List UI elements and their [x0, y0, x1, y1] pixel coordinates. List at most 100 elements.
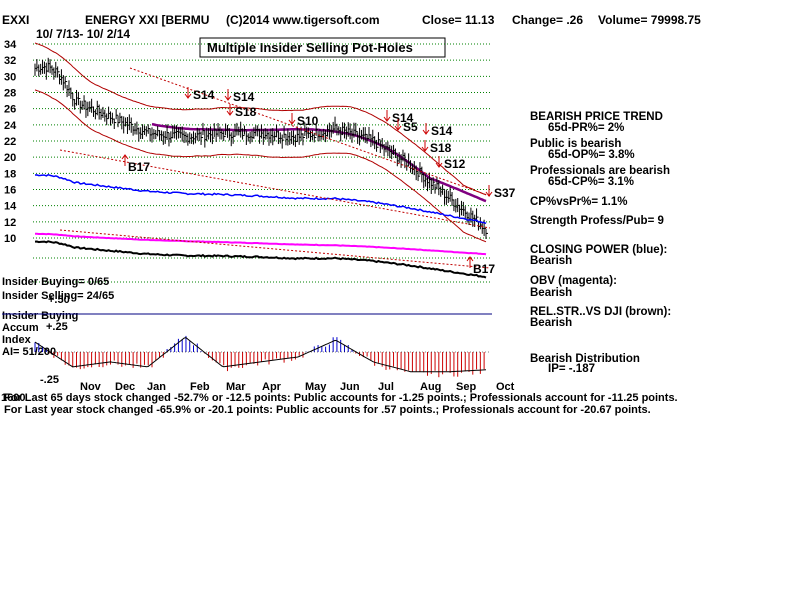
price-axis-labels: 34 32 30 28 26 24 22 20 18 16 14 12 10 [4, 39, 17, 245]
signal-label: S18 [430, 141, 452, 155]
sell-arrow-head [184, 93, 192, 99]
status-line: Bearish [530, 287, 572, 299]
y-tick-label: 28 [4, 88, 16, 100]
y-tick-label: 30 [4, 71, 16, 83]
month-label: Aug [420, 381, 441, 393]
status-line: REL.STR..VS DJI (brown): [530, 306, 671, 318]
sell-arrow-head [288, 119, 296, 125]
upper-band [34, 42, 487, 196]
status-line: Bearish Distribution [530, 353, 640, 365]
obv-line [35, 232, 487, 256]
accumulation-overlay [34, 337, 490, 373]
accumulation-histogram [34, 335, 485, 378]
status-line: Professionals are bearish [530, 165, 670, 177]
chart-title: Multiple Insider Selling Pot-Holes [207, 40, 413, 55]
month-label: Feb [190, 381, 210, 393]
trend-lines [59, 67, 491, 269]
signal-label: S37 [494, 186, 516, 200]
signal-label: S14 [193, 88, 215, 102]
status-line: BEARISH PRICE TREND [530, 111, 663, 123]
sell-arrow-head [383, 116, 391, 122]
volume-value: Volume= 79998.75 [598, 13, 701, 27]
status-line: 65d-PR%= 2% [548, 122, 624, 134]
y-tick-label: 32 [4, 55, 16, 67]
status-line: CLOSING POWER (blue): [530, 244, 667, 256]
insider-selling: Insider Selling= 24/65 [2, 290, 114, 302]
y-tick-label: 12 [4, 217, 16, 229]
accum-top-label: +.50 [48, 294, 70, 306]
y-tick-label: 20 [4, 152, 16, 164]
footer-line-1: For Last 65 days stock changed -52.7% or… [4, 392, 678, 404]
buy-arrow-head [121, 154, 129, 160]
accum-ma [34, 337, 487, 373]
footer-overlap: 1600 [1, 392, 25, 404]
month-label: Apr [262, 381, 282, 393]
sell-arrow-head [435, 162, 443, 168]
price-bands [34, 42, 487, 243]
month-label: Jul [378, 381, 394, 393]
month-label: Nov [80, 381, 102, 393]
y-tick-label: 26 [4, 104, 16, 116]
closing-power [34, 173, 487, 225]
signal-label: B17 [473, 262, 495, 276]
lower-band [34, 89, 487, 243]
obv [35, 232, 487, 256]
month-label: Jan [147, 381, 166, 393]
month-label: Sep [456, 381, 476, 393]
footer-line-2: For Last year stock changed -65.9% or -2… [4, 404, 651, 416]
y-tick-label: 18 [4, 168, 16, 180]
signal-label: S18 [235, 105, 257, 119]
change-value: Change= .26 [512, 13, 583, 27]
signal-label: S14 [233, 90, 255, 104]
ma-line [151, 122, 487, 203]
signal-label: S5 [403, 120, 418, 134]
status-line: 65d-CP%= 3.1% [548, 176, 634, 188]
status-line: 65d-OP%= 3.8% [548, 149, 635, 161]
status-line: IP= -.187 [548, 363, 595, 375]
sell-arrow-head [421, 146, 429, 152]
price-grid [33, 43, 490, 283]
signal-label: S14 [431, 124, 453, 138]
status-line: Bearish [530, 255, 572, 267]
sell-arrow-head [485, 191, 493, 197]
accum-low-label: -.25 [40, 374, 59, 386]
sell-arrow-head [226, 110, 234, 116]
accum-mid-label: +.25 [46, 321, 68, 333]
y-tick-label: 10 [4, 233, 16, 245]
accum-title-2: Accum [2, 322, 39, 334]
title-box [199, 37, 446, 58]
signal-label: S10 [297, 114, 319, 128]
status-line: CP%vsPr%= 1.1% [530, 196, 628, 208]
ticker-label: EXXI [2, 13, 29, 27]
sell-arrow-head [394, 125, 402, 131]
month-label: Mar [226, 381, 246, 393]
rel-str [34, 240, 487, 279]
sell-arrow-head [422, 129, 430, 135]
company-name: ENERGY XXI [BERMU [85, 13, 209, 27]
price-bars [34, 57, 488, 239]
ai-value: AI= 51/200 [2, 346, 56, 358]
y-tick-label: 34 [4, 39, 17, 51]
close-value: Close= 11.13 [422, 13, 495, 27]
insider-buying: Insider Buying= 0/65 [2, 276, 109, 288]
month-label: May [305, 381, 327, 393]
status-line: OBV (magenta): [530, 275, 617, 287]
trend-line [59, 149, 491, 229]
signal-label: S14 [392, 111, 414, 125]
signal-label: S12 [444, 157, 466, 171]
moving-average [151, 122, 487, 203]
y-tick-label: 22 [4, 136, 16, 148]
relative-strength-line [34, 240, 487, 279]
y-tick-label: 24 [4, 120, 17, 132]
accum-title-1: Insider Buying [2, 310, 78, 322]
signal-label: B17 [128, 160, 150, 174]
buy-arrow-head [466, 256, 474, 262]
month-label: Oct [496, 381, 515, 393]
closing-power-line [34, 173, 487, 225]
y-tick-label: 14 [4, 201, 17, 213]
month-label: Dec [115, 381, 135, 393]
status-line: Public is bearish [530, 138, 621, 150]
accum-title-3: Index [2, 334, 32, 346]
